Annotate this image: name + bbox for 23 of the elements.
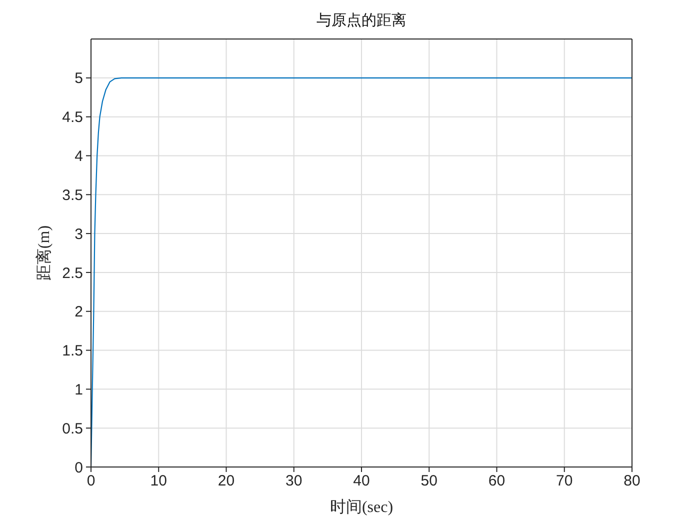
x-tick-label: 10: [150, 472, 167, 490]
x-tick-label: 40: [353, 472, 370, 490]
x-tick-label: 50: [420, 472, 438, 490]
x-tick-label: 20: [218, 472, 235, 490]
x-tick-label: 0: [86, 472, 96, 490]
y-tick-label: 1.5: [62, 342, 83, 360]
y-tick-label: 5: [74, 70, 83, 88]
y-tick-label: 3.5: [62, 186, 83, 204]
y-tick-label: 2.5: [62, 264, 83, 282]
x-axis-title: 时间(sec): [328, 498, 394, 518]
x-tick-label: 60: [488, 472, 506, 490]
y-tick-label: 3: [74, 226, 83, 243]
x-tick-label: 80: [624, 472, 640, 490]
x-tick-label: 30: [286, 472, 302, 490]
y-tick-label: 2: [74, 304, 83, 321]
y-axis-title: 距离(m): [34, 224, 54, 283]
y-tick-label: 0: [74, 459, 83, 476]
y-tick-label: 4.5: [62, 109, 83, 126]
y-tick-label: 0.5: [62, 420, 83, 438]
chart-title: 与原点的距离: [316, 11, 408, 31]
y-tick-label: 4: [74, 148, 83, 166]
y-tick-label: 1: [74, 382, 83, 399]
x-tick-label: 70: [556, 472, 573, 490]
